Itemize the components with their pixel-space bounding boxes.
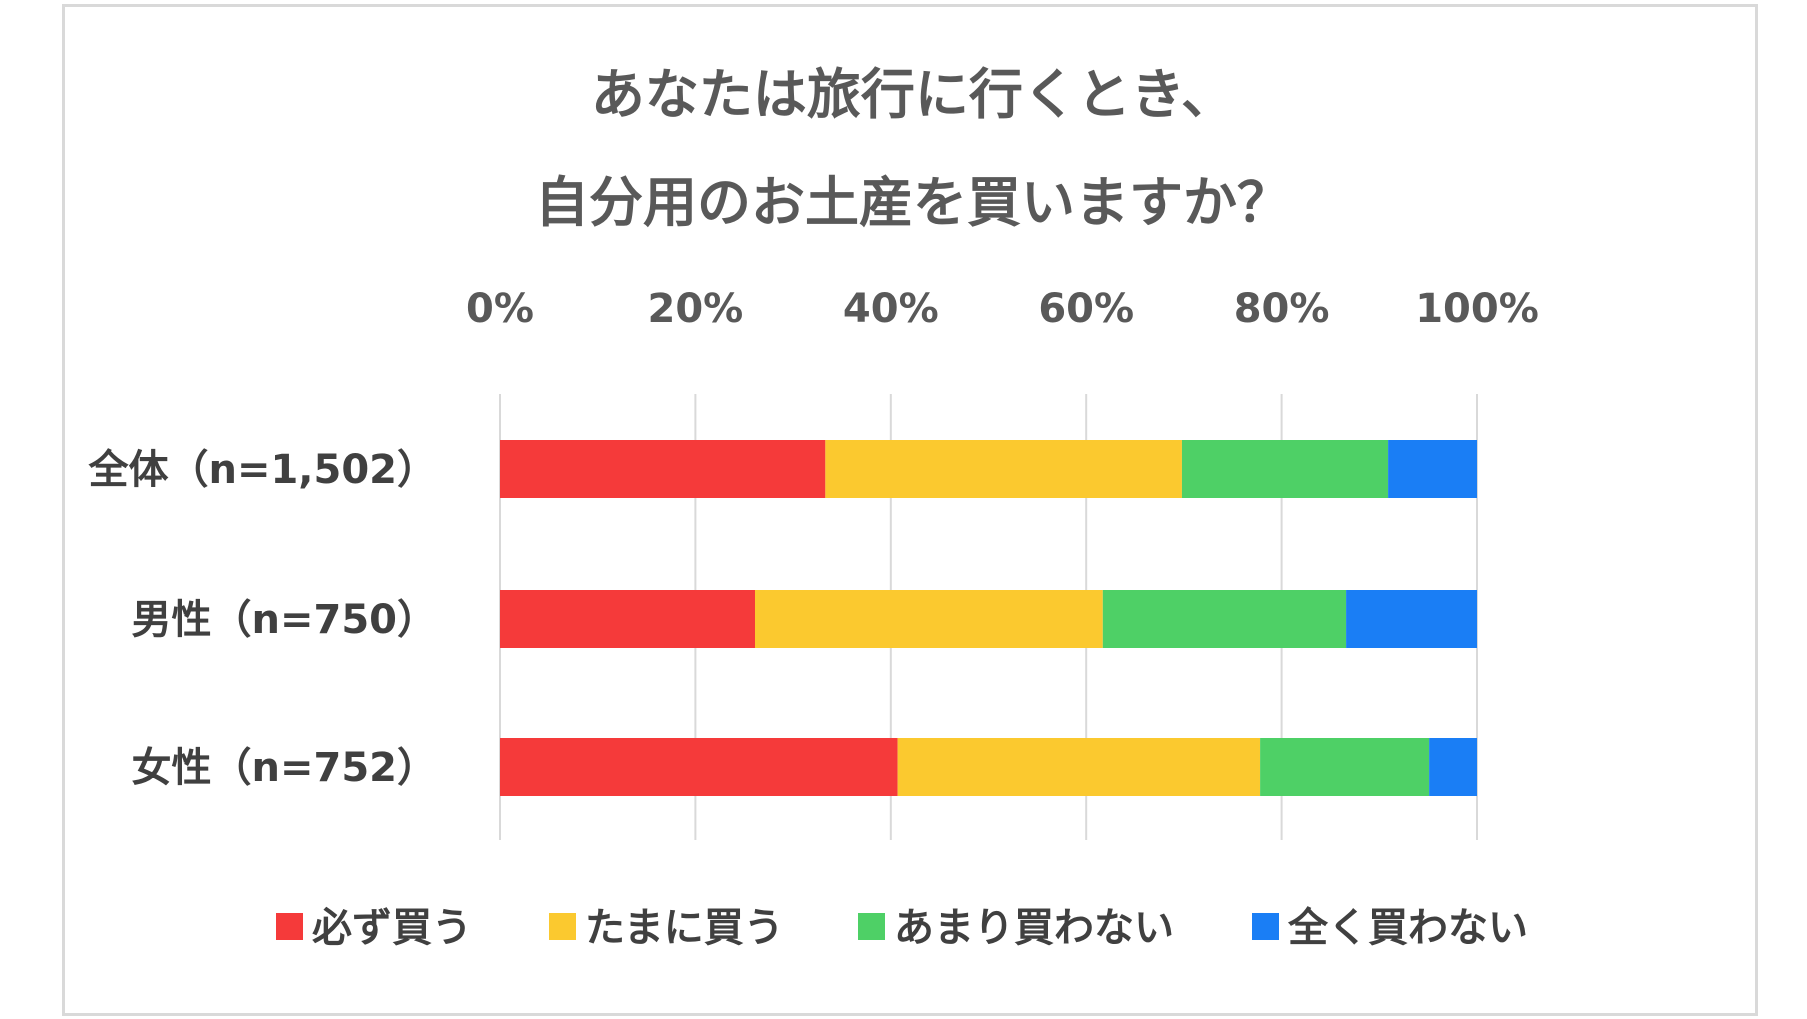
x-tick-label: 0%	[466, 286, 534, 332]
legend-swatch	[549, 913, 576, 940]
legend-label: あまり買わない	[894, 905, 1174, 951]
bar-segment	[1181, 440, 1389, 498]
bar-segment	[754, 590, 1103, 648]
legend-label: 全く買わない	[1287, 905, 1528, 951]
category-label: 全体（n=1,502）	[87, 447, 437, 493]
bar-segment	[500, 738, 898, 796]
bar-segment	[1388, 440, 1477, 498]
x-tick-label: 20%	[648, 286, 744, 332]
bar-segment	[500, 440, 826, 498]
legend-swatch	[276, 913, 303, 940]
chart-title-line-1: あなたは旅行に行くとき、	[591, 63, 1235, 126]
chart-title-line-2: 自分用のお土産を買いますか？	[535, 171, 1291, 234]
category-label: 男性（n=750）	[132, 597, 438, 643]
legend: 必ず買う たまに買う あまり買わない 全く買わない	[276, 905, 1528, 951]
bar-segment	[1260, 738, 1430, 796]
bar-segment	[825, 440, 1182, 498]
legend-label: 必ず買う	[312, 905, 472, 951]
stacked-bar-chart: あなたは旅行に行くとき、 自分用のお土産を買いますか？ 0% 20% 40% 60% 8…	[87, 63, 1539, 951]
legend-label: たまに買う	[585, 905, 784, 951]
x-tick-label: 80%	[1234, 286, 1330, 332]
x-tick-label: 60%	[1038, 286, 1134, 332]
chart-frame: あなたは旅行に行くとき、 自分用のお土産を買いますか？ 0% 20% 40% 60% 8…	[62, 4, 1758, 1016]
bar-segment	[897, 738, 1261, 796]
category-label: 女性（n=752）	[132, 745, 438, 791]
legend-swatch	[858, 913, 885, 940]
bar-segment	[1429, 738, 1477, 796]
legend-swatch	[1252, 913, 1279, 940]
x-axis-tick-labels: 0% 20% 40% 60% 80% 100%	[466, 286, 1539, 332]
x-tick-label: 100%	[1415, 286, 1539, 332]
category-labels: 全体（n=1,502） 男性（n=750） 女性（n=752）	[87, 447, 437, 791]
bar-segment	[500, 590, 755, 648]
x-tick-label: 40%	[843, 286, 939, 332]
bars	[500, 440, 1477, 796]
bar-segment	[1102, 590, 1347, 648]
bar-segment	[1346, 590, 1477, 648]
